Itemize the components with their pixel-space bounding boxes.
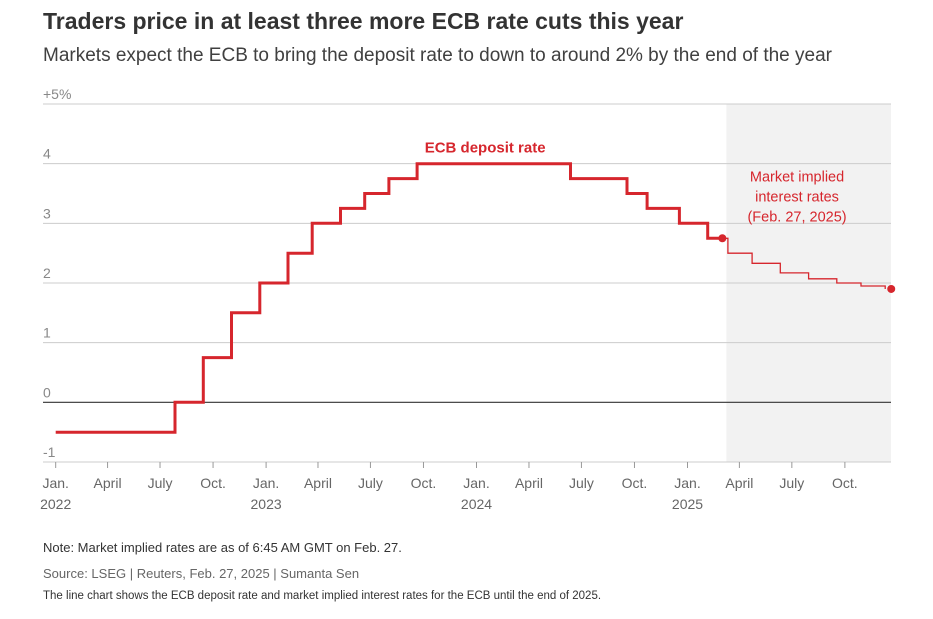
forecast-endpoint bbox=[887, 284, 896, 293]
x-tick-label: July bbox=[148, 475, 173, 491]
x-tick-label: Jan. bbox=[42, 475, 68, 491]
y-tick-label: +5% bbox=[43, 86, 71, 102]
chart-subtitle: Markets expect the ECB to bring the depo… bbox=[43, 45, 832, 66]
x-tick-label: April bbox=[94, 475, 122, 491]
x-tick-label: July bbox=[358, 475, 383, 491]
x-tick-label: Oct. bbox=[411, 475, 437, 491]
chart-note: Note: Market implied rates are as of 6:4… bbox=[43, 540, 402, 555]
y-tick-label: 0 bbox=[43, 384, 51, 400]
y-tick-label: 4 bbox=[43, 146, 51, 162]
rate-chart: +5% 4 3 2 1 0 -1 Jan. 2022 April July Oct. Jan. 2023 A… bbox=[40, 86, 896, 512]
x-tick-label: Jan. bbox=[463, 475, 489, 491]
series-market-implied bbox=[720, 237, 886, 289]
x-tick-year: 2025 bbox=[672, 496, 703, 512]
x-tick-year: 2022 bbox=[40, 496, 71, 512]
chart-description: The line chart shows the ECB deposit rat… bbox=[43, 590, 602, 602]
x-tick-label: Oct. bbox=[832, 475, 858, 491]
forecast-annotation: (Feb. 27, 2025) bbox=[747, 210, 846, 226]
y-tick-label: -1 bbox=[43, 444, 56, 460]
x-tick-year: 2023 bbox=[251, 496, 282, 512]
x-tick-label: April bbox=[515, 475, 543, 491]
deposit-series-label: ECB deposit rate bbox=[425, 140, 546, 157]
series-deposit-rate bbox=[55, 162, 721, 434]
forecast-annotation: Market implied bbox=[750, 170, 844, 186]
y-tick-label: 2 bbox=[43, 265, 51, 281]
deposit-endpoint bbox=[718, 234, 727, 243]
x-tick-label: July bbox=[569, 475, 594, 491]
chart-title: Traders price in at least three more ECB… bbox=[43, 8, 684, 34]
x-tick-label: Jan. bbox=[253, 475, 279, 491]
x-tick-label: Oct. bbox=[622, 475, 648, 491]
forecast-annotation: interest rates bbox=[755, 190, 839, 206]
x-tick-label: April bbox=[304, 475, 332, 491]
x-tick-label: April bbox=[725, 475, 753, 491]
x-tick-label: Oct. bbox=[200, 475, 226, 491]
x-tick-label: July bbox=[779, 475, 804, 491]
chart-source: Source: LSEG | Reuters, Feb. 27, 2025 | … bbox=[43, 566, 360, 581]
x-tick-label: Jan. bbox=[674, 475, 700, 491]
y-tick-label: 3 bbox=[43, 205, 51, 221]
y-tick-label: 1 bbox=[43, 325, 51, 341]
x-tick-year: 2024 bbox=[461, 496, 492, 512]
